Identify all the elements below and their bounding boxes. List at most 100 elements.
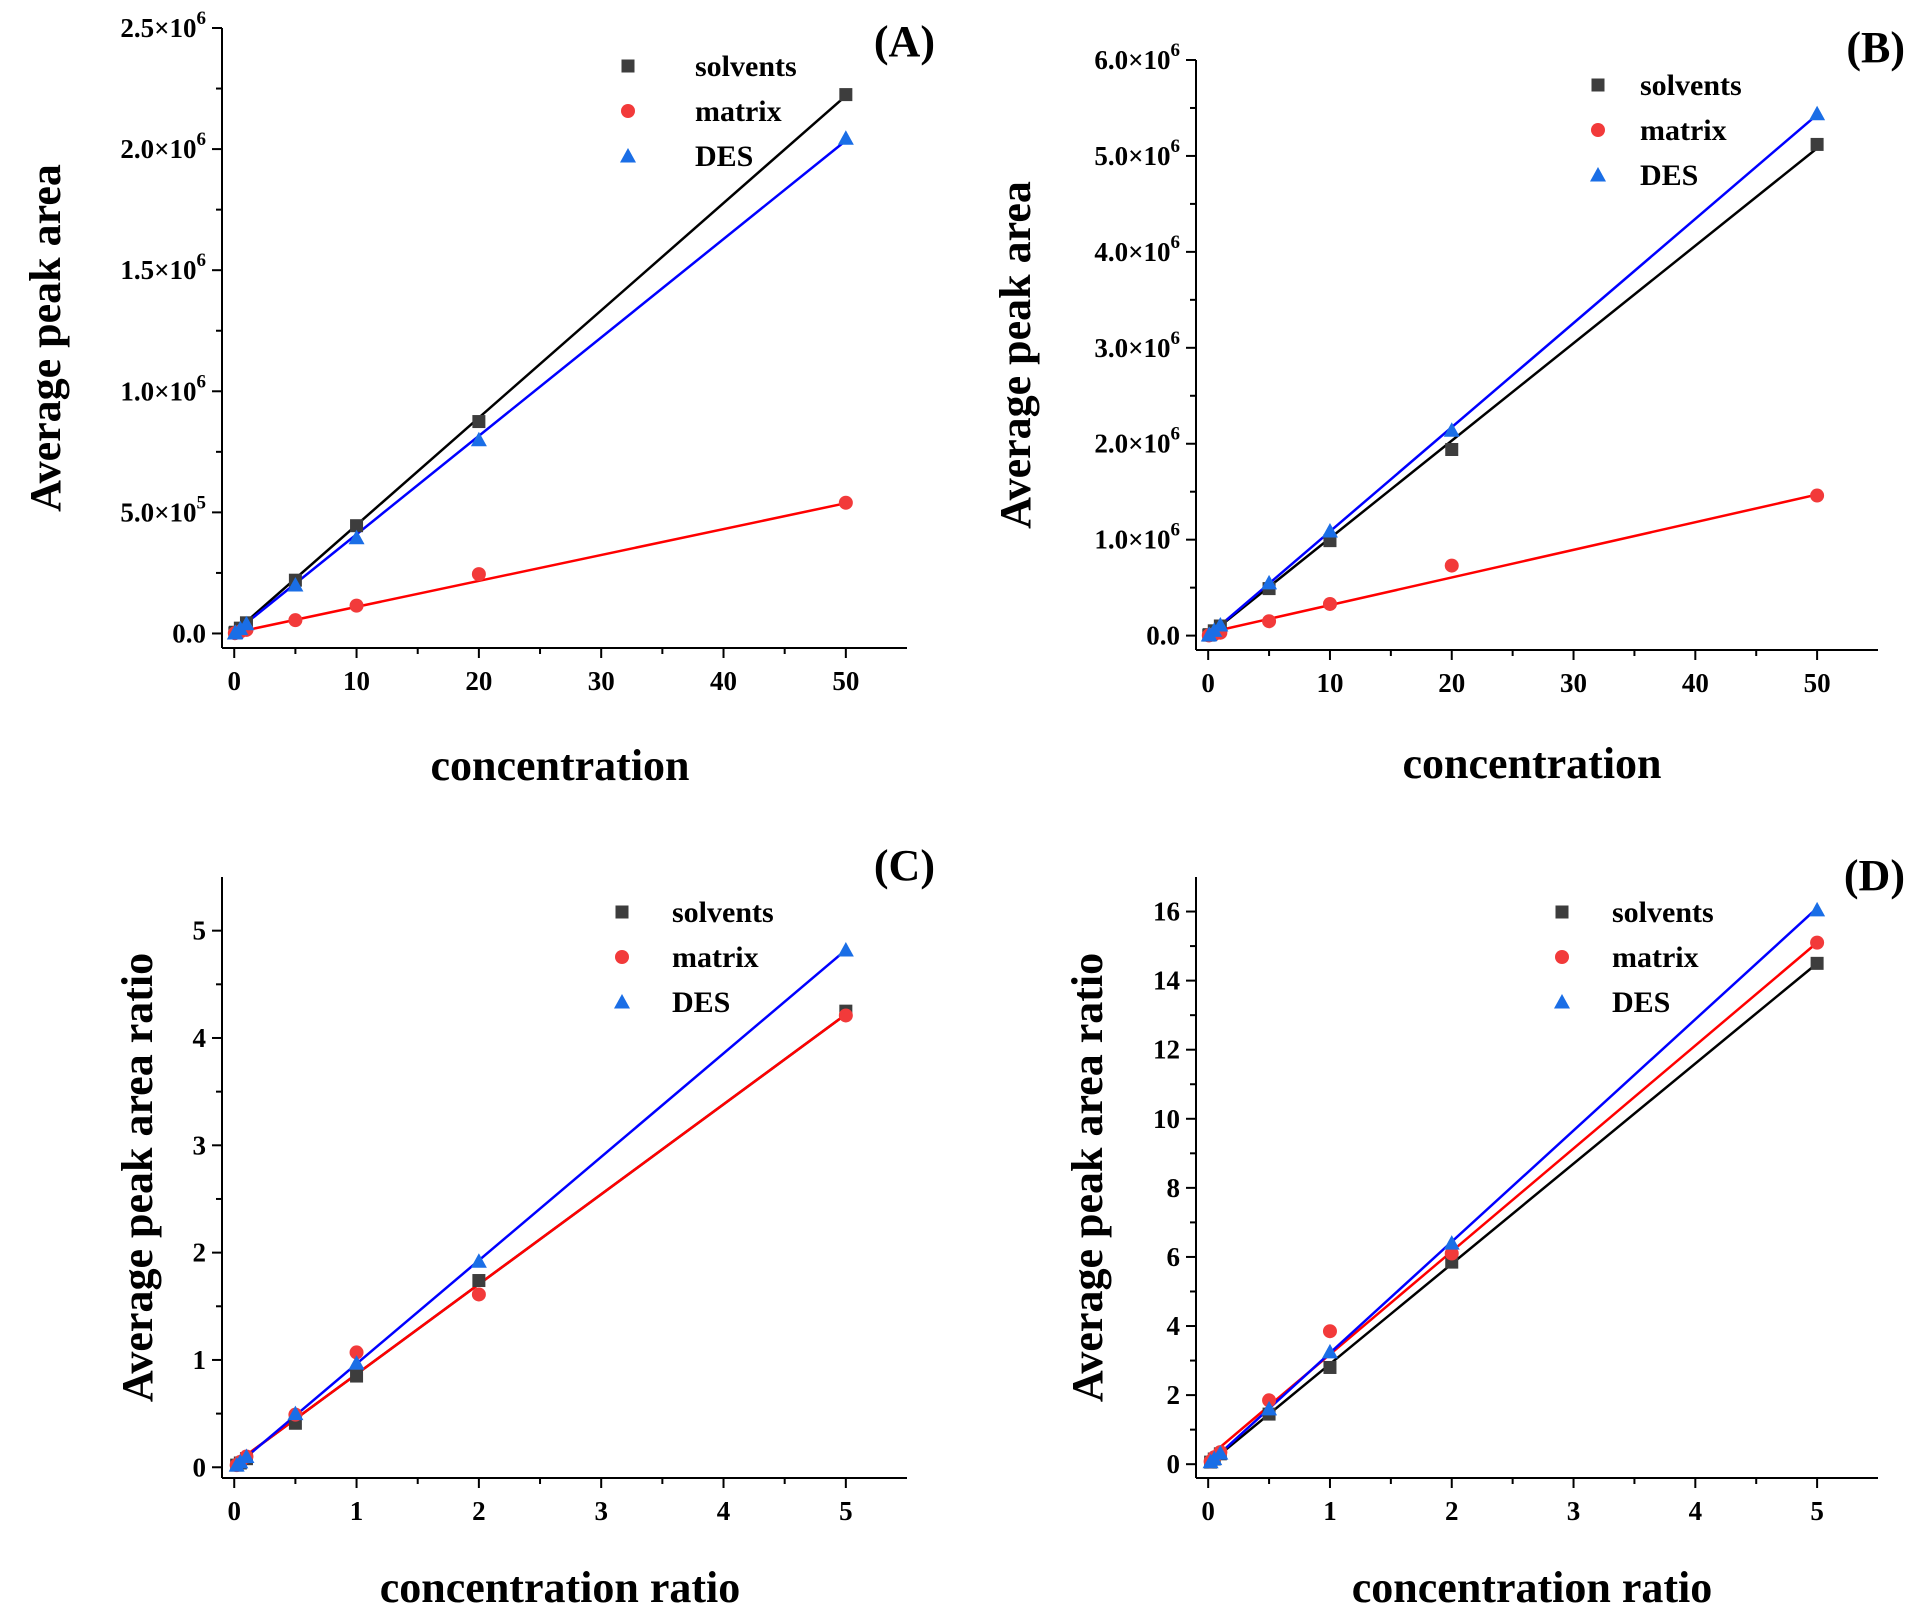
data-point-solvents [1810, 137, 1824, 151]
y-axis-title: Average peak area ratio [113, 953, 162, 1402]
data-point-matrix [838, 495, 853, 510]
data-point-solvents [839, 88, 853, 102]
fit-line-des [233, 139, 847, 634]
y-tick-label: 1.0×106 [1094, 520, 1180, 555]
y-tick-label: 0 [193, 1452, 207, 1482]
y-tick-label: 2.0×106 [1094, 424, 1180, 459]
data-point-des [287, 577, 304, 592]
y-tick-label: 5 [193, 916, 207, 946]
y-tick-exponent: 6 [1171, 328, 1181, 349]
data-point-des [1321, 523, 1338, 538]
data-point-solvents [472, 415, 486, 429]
y-tick-exponent: 6 [197, 250, 207, 271]
y-tick-label: 1.5×106 [120, 250, 206, 285]
y-tick-label: 2.5×106 [120, 8, 206, 43]
data-point-des [470, 431, 487, 447]
data-point-des [1212, 1445, 1229, 1460]
y-tick-base: 5.0×10 [1094, 141, 1170, 171]
y-tick-label: 4.0×106 [1094, 232, 1180, 267]
y-tick-exponent: 6 [197, 371, 207, 392]
fit-line-solvents [233, 94, 847, 634]
data-point-des [1261, 574, 1278, 590]
fit-line-matrix [233, 501, 847, 634]
x-tick-label: 4 [1689, 1496, 1703, 1526]
legend-label-des: DES [672, 986, 730, 1019]
legend-label-matrix: matrix [695, 95, 782, 128]
x-tick-label: 20 [1438, 668, 1465, 698]
panel-label: (A) [874, 17, 935, 66]
x-tick-label: 3 [594, 1496, 608, 1526]
legend-marker-solvents [1591, 78, 1605, 92]
data-point-matrix [288, 613, 303, 628]
y-tick-base: 2.0×10 [1094, 429, 1170, 459]
y-tick-label: 12 [1153, 1035, 1180, 1065]
y-tick-label: 6.0×106 [1094, 40, 1180, 75]
y-tick-label: 1.0×106 [120, 371, 206, 406]
chart-panel-a: 0 10 20 30 40 500.05.0×1051.0×1061.5×1062.0×1… [21, 8, 935, 790]
data-point-matrix [1262, 614, 1277, 629]
legend-marker-matrix [615, 950, 629, 964]
y-tick-base: 4.0×10 [1094, 237, 1170, 267]
data-point-solvents [350, 519, 364, 533]
data-point-solvents [1445, 442, 1459, 456]
y-tick-label: 4 [1167, 1311, 1181, 1341]
y-axis-title: Average peak area [991, 181, 1040, 529]
legend-label-des: DES [1640, 159, 1698, 192]
x-tick-label: 30 [588, 666, 615, 696]
panel-label: (C) [874, 841, 935, 890]
data-point-matrix [471, 567, 486, 582]
legend-marker-solvents [621, 59, 635, 73]
y-tick-base: 1.5×10 [120, 255, 196, 285]
legend-marker-des [1554, 994, 1570, 1009]
x-axis-title: concentration ratio [1352, 1563, 1712, 1612]
data-point-des [1809, 901, 1826, 917]
x-tick-label: 2 [1445, 1496, 1459, 1526]
y-tick-exponent: 6 [1171, 136, 1181, 157]
data-point-matrix [1444, 1246, 1459, 1261]
y-tick-base: 1.0×10 [1094, 525, 1170, 555]
fit-line-matrix [1207, 493, 1818, 634]
x-tick-label: 1 [1323, 1496, 1337, 1526]
x-tick-label: 40 [710, 666, 737, 696]
legend-marker-des [1590, 167, 1606, 182]
panel-label: (B) [1846, 23, 1905, 72]
x-tick-label: 0 [1201, 1496, 1215, 1526]
data-point-matrix [1262, 1393, 1277, 1408]
data-point-des [238, 1448, 255, 1464]
y-tick-base: 6.0×10 [1094, 45, 1170, 75]
y-tick-exponent: 6 [1171, 40, 1181, 61]
x-tick-label: 1 [350, 1496, 364, 1526]
legend-marker-des [620, 148, 636, 163]
legend-label-matrix: matrix [672, 941, 759, 974]
x-tick-label: 0 [227, 1496, 241, 1526]
data-point-des [837, 941, 854, 957]
fit-line-matrix [233, 1013, 847, 1466]
y-tick-label: 5.0×106 [1094, 136, 1180, 171]
fit-line-solvents [1207, 147, 1818, 637]
legend-marker-matrix [1555, 950, 1569, 964]
fit-line-des [1207, 113, 1818, 637]
y-tick-exponent: 6 [197, 129, 207, 150]
data-point-des [470, 1253, 487, 1268]
y-tick-label: 1 [193, 1345, 207, 1375]
x-tick-label: 50 [1804, 668, 1831, 698]
y-tick-base: 2.5×10 [120, 13, 196, 43]
data-point-des [287, 1405, 304, 1421]
legend-marker-matrix [621, 104, 635, 118]
legend-label-solvents: solvents [1612, 896, 1714, 929]
x-axis-title: concentration [430, 741, 689, 790]
y-tick-label: 10 [1153, 1104, 1180, 1134]
y-tick-label: 3 [193, 1130, 207, 1160]
y-tick-base: 2.0×10 [120, 134, 196, 164]
x-tick-label: 4 [717, 1496, 731, 1526]
chart-panel-b: 0 10 20 30 40 500.01.0×1062.0×1063.0×1064.0×1… [991, 23, 1905, 788]
fit-line-des [1207, 907, 1818, 1466]
legend-marker-matrix [1591, 123, 1605, 137]
y-tick-label: 3.0×106 [1094, 328, 1180, 363]
legend-label-solvents: solvents [695, 50, 797, 83]
y-axis-title: Average peak area [21, 164, 70, 512]
data-point-matrix [1322, 1324, 1337, 1339]
y-tick-base: 5.0×10 [120, 497, 196, 527]
data-point-solvents [472, 1274, 486, 1288]
